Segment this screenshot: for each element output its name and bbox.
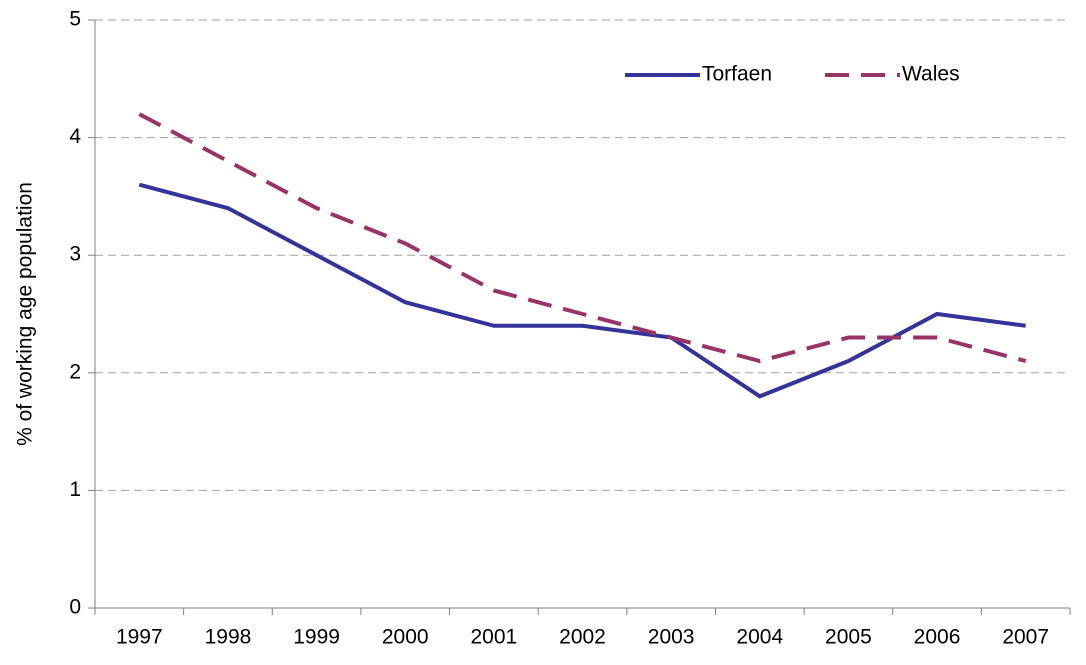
y-tick-label: 0	[69, 596, 81, 619]
x-tick-label: 2001	[471, 626, 518, 649]
x-tick-label: 2003	[648, 626, 695, 649]
x-tick-label: 2006	[914, 626, 961, 649]
series-line	[138, 112, 1027, 364]
x-tick-label: 2002	[559, 626, 606, 649]
x-tick-label: 2005	[825, 626, 872, 649]
x-tick-label: 1997	[116, 626, 163, 649]
y-tick-label: 1	[69, 478, 81, 501]
legend-label: Torfaen	[702, 63, 772, 86]
y-axis-label: % of working age population	[14, 182, 37, 446]
series-line	[138, 182, 1026, 399]
y-tick-label: 3	[69, 243, 81, 266]
x-tick-label: 2000	[382, 626, 429, 649]
x-tick-label: 1998	[205, 626, 252, 649]
y-tick-label: 5	[69, 8, 81, 31]
y-tick-label: 2	[69, 360, 81, 383]
x-tick-label: 2004	[736, 626, 783, 649]
x-tick-label: 1999	[293, 626, 340, 649]
legend-label: Wales	[902, 63, 960, 86]
x-tick-label: 2007	[1002, 626, 1049, 649]
y-tick-label: 4	[69, 125, 81, 148]
